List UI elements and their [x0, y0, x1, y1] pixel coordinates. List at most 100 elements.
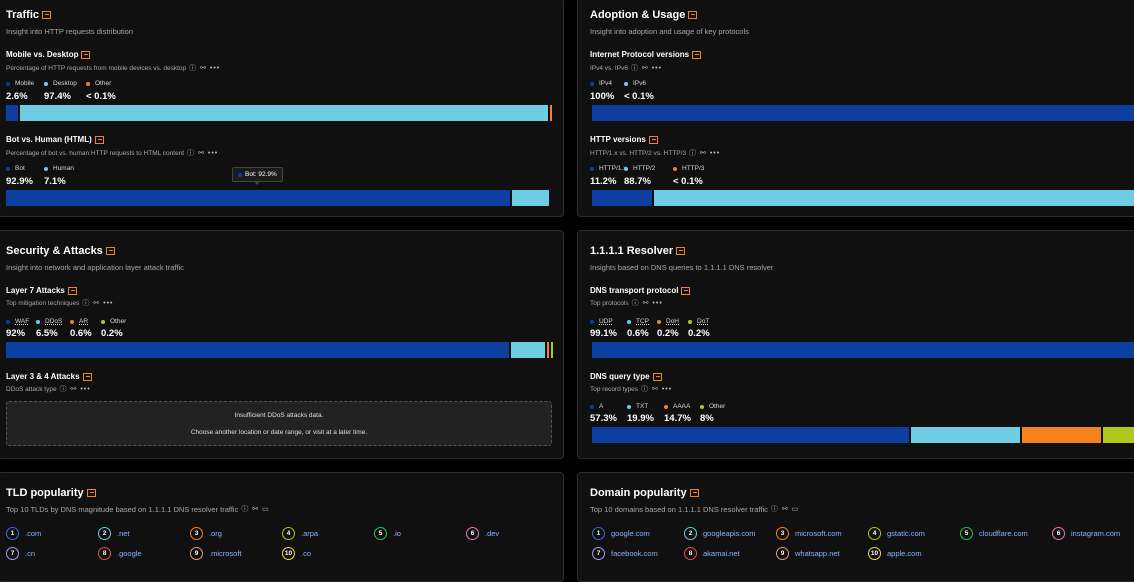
rank-item[interactable]: 6 instagram.com — [1052, 527, 1120, 540]
info-share-more-icons[interactable]: ⓘ ⚯ ••• — [641, 386, 673, 393]
rank-label[interactable]: microsoft.com — [795, 529, 842, 538]
rank-item[interactable]: 4 .arpa — [282, 527, 318, 540]
rank-label[interactable]: .org — [209, 529, 222, 538]
rank-label[interactable]: .microsoft — [209, 549, 242, 558]
legend-ipv6[interactable]: IPv6 — [624, 80, 646, 87]
info-share-more-icons[interactable]: ⓘ ⚯ ••• — [689, 150, 721, 157]
external-link-icon[interactable] — [82, 372, 92, 381]
legend-ar[interactable]: AR — [70, 318, 88, 325]
rank-label[interactable]: akamai.net — [703, 549, 740, 558]
dns-query-bar[interactable] — [592, 427, 1134, 443]
rank-item[interactable]: 9 whatsapp.net — [776, 547, 840, 560]
legend-other[interactable]: Other — [101, 318, 126, 325]
external-link-icon[interactable] — [688, 11, 698, 19]
bar-segment[interactable] — [550, 105, 553, 121]
rank-label[interactable]: cloudflare.com — [979, 529, 1028, 538]
external-link-icon[interactable] — [105, 247, 115, 255]
rank-item[interactable]: 8 akamai.net — [684, 547, 740, 560]
legend-udp[interactable]: UDP — [590, 318, 613, 325]
external-link-icon[interactable] — [676, 247, 686, 255]
bar-segment[interactable] — [6, 190, 511, 206]
bar-segment[interactable] — [546, 342, 549, 358]
bar-segment[interactable] — [592, 190, 653, 206]
rank-label[interactable]: apple.com — [887, 549, 922, 558]
rank-label[interactable]: .io — [393, 529, 401, 538]
bar-segment[interactable] — [20, 105, 549, 121]
bar-segment[interactable] — [654, 190, 1134, 206]
rank-item[interactable]: 2 googleapis.com — [684, 527, 756, 540]
info-share-more-icons[interactable]: ⓘ ⚯ ••• — [82, 300, 114, 307]
rank-item[interactable]: 8 .google — [98, 547, 142, 560]
rank-item[interactable]: 5 .io — [374, 527, 401, 540]
legend-waf[interactable]: WAF — [6, 318, 29, 325]
rank-item[interactable]: 10 apple.com — [868, 547, 922, 560]
layer7-bar[interactable] — [6, 342, 553, 358]
rank-label[interactable]: whatsapp.net — [795, 549, 840, 558]
rank-label[interactable]: .cn — [25, 549, 36, 558]
legend-dot[interactable]: DoT — [688, 318, 709, 325]
legend-http3[interactable]: HTTP/3 — [673, 165, 704, 172]
rank-label[interactable]: facebook.com — [611, 549, 658, 558]
legend-ddos[interactable]: DDoS — [36, 318, 62, 325]
info-share-comment-icons[interactable]: ⓘ ⚯ ▭ — [241, 506, 270, 513]
external-link-icon[interactable] — [81, 50, 91, 59]
bar-segment[interactable] — [592, 342, 1134, 358]
ip-versions-bar[interactable] — [592, 105, 1134, 121]
external-link-icon[interactable] — [692, 50, 702, 59]
rank-item[interactable]: 9 .microsoft — [190, 547, 242, 560]
bar-segment[interactable] — [592, 427, 909, 443]
rank-label[interactable]: .co — [301, 549, 312, 558]
legend-ipv4[interactable]: IPv4 — [590, 80, 612, 87]
info-share-comment-icons[interactable]: ⓘ ⚯ ▭ — [770, 506, 800, 513]
external-link-icon[interactable] — [94, 135, 104, 144]
legend-doh[interactable]: DoH — [657, 318, 679, 325]
info-share-more-icons[interactable]: ⓘ ⚯ ••• — [189, 65, 221, 72]
external-link-icon[interactable] — [648, 135, 658, 144]
external-link-icon[interactable] — [86, 489, 96, 497]
external-link-icon[interactable] — [652, 372, 662, 381]
external-link-icon[interactable] — [67, 286, 77, 295]
info-share-more-icons[interactable]: ⓘ ⚯ ••• — [59, 386, 91, 393]
bar-segment[interactable] — [1021, 427, 1102, 443]
bar-segment[interactable] — [510, 342, 545, 358]
legend-other[interactable]: Other — [86, 80, 111, 87]
rank-label[interactable]: .arpa — [301, 529, 319, 538]
info-share-more-icons[interactable]: ⓘ ⚯ ••• — [631, 300, 663, 307]
rank-label[interactable]: google.com — [611, 529, 650, 538]
mobile-desktop-bar[interactable] — [6, 105, 553, 121]
bar-segment[interactable] — [512, 190, 549, 206]
rank-item[interactable]: 7 .cn — [6, 547, 35, 560]
rank-item[interactable]: 3 .org — [190, 527, 222, 540]
legend-bot[interactable]: Bot — [6, 165, 25, 172]
rank-item[interactable]: 4 gstatic.com — [868, 527, 925, 540]
bot-human-bar[interactable] — [6, 190, 551, 206]
bar-segment[interactable] — [6, 342, 509, 358]
legend-desktop[interactable]: Desktop — [44, 80, 77, 87]
bar-segment[interactable] — [550, 342, 553, 358]
legend-aaaa[interactable]: AAAA — [664, 403, 690, 410]
legend-human[interactable]: Human — [44, 165, 74, 172]
rank-item[interactable]: 5 cloudflare.com — [960, 527, 1028, 540]
rank-item[interactable]: 6 .dev — [466, 527, 499, 540]
legend-a[interactable]: A — [590, 403, 603, 410]
info-share-more-icons[interactable]: ⓘ ⚯ ••• — [187, 150, 219, 157]
rank-item[interactable]: 10 .co — [282, 547, 311, 560]
legend-http1[interactable]: HTTP/1.x — [590, 165, 626, 172]
external-link-icon[interactable] — [42, 11, 52, 19]
dns-transport-bar[interactable] — [592, 342, 1134, 358]
rank-item[interactable]: 1 .com — [6, 527, 41, 540]
bar-segment[interactable] — [592, 105, 1134, 121]
bar-segment[interactable] — [1103, 427, 1134, 443]
legend-tcp[interactable]: TCP — [627, 318, 649, 325]
info-share-more-icons[interactable]: ⓘ ⚯ ••• — [630, 65, 663, 72]
rank-label[interactable]: .google — [117, 549, 142, 558]
legend-other[interactable]: Other — [700, 403, 725, 410]
bar-segment[interactable] — [6, 105, 19, 121]
rank-label[interactable]: googleapis.com — [703, 529, 756, 538]
rank-label[interactable]: instagram.com — [1071, 529, 1121, 538]
rank-item[interactable]: 7 facebook.com — [592, 547, 658, 560]
rank-label[interactable]: gstatic.com — [887, 529, 925, 538]
legend-http2[interactable]: HTTP/2 — [624, 165, 655, 172]
rank-label[interactable]: .com — [25, 529, 42, 538]
external-link-icon[interactable] — [681, 286, 691, 295]
